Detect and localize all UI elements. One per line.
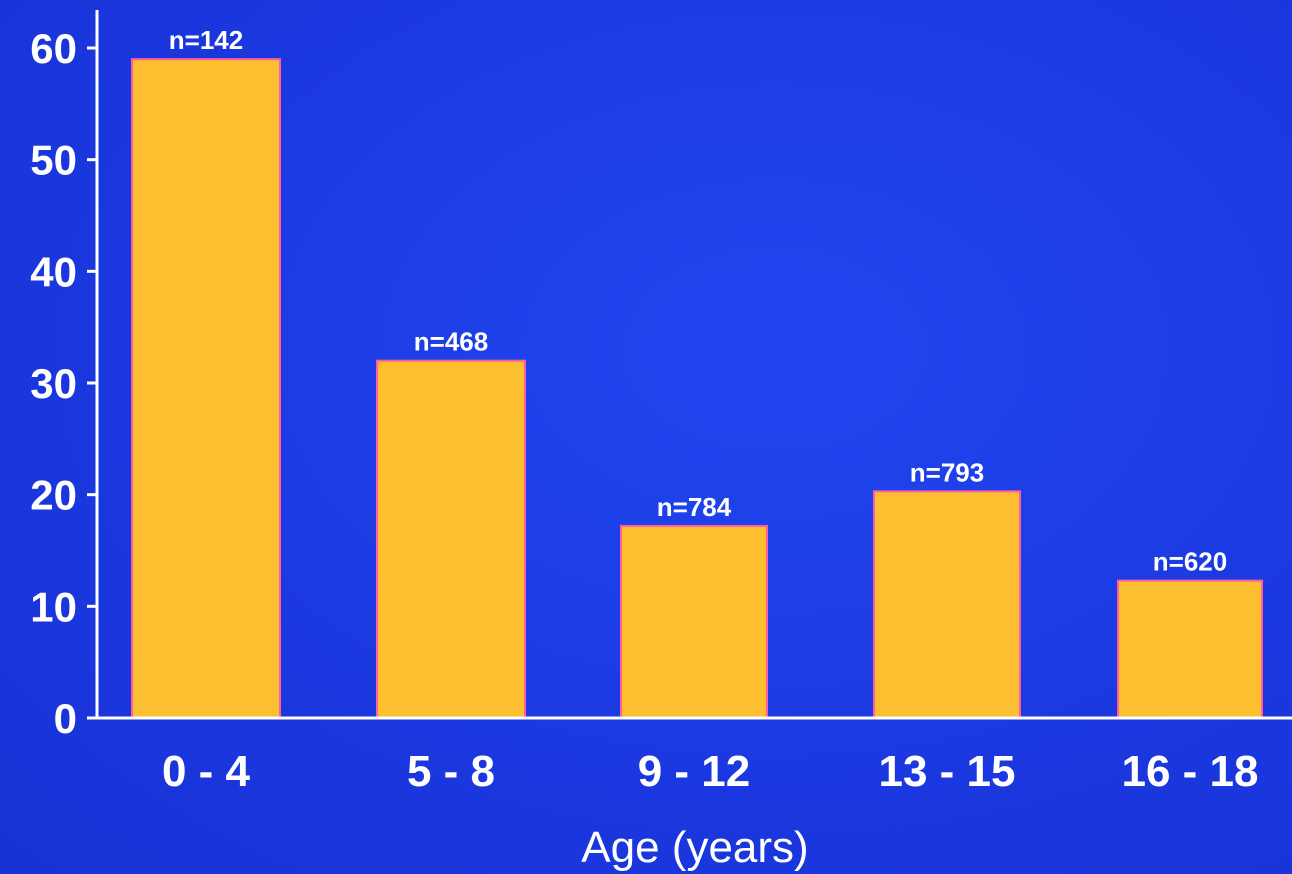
y-tick-label: 10 <box>30 583 77 630</box>
x-tick-label: 5 - 8 <box>407 747 495 796</box>
x-tick-label: 0 - 4 <box>162 747 251 796</box>
bar <box>620 524 768 720</box>
x-tick-label: 16 - 18 <box>1122 747 1259 796</box>
y-tick-label: 50 <box>30 137 77 184</box>
y-tick-label: 30 <box>30 360 77 407</box>
y-tick-label: 0 <box>54 695 77 742</box>
bar <box>376 359 526 719</box>
x-axis: 0 - 4 5 - 8 9 - 12 13 - 15 16 - 18 <box>97 716 1292 796</box>
bar-data-label: n=784 <box>657 492 732 522</box>
x-axis-title: Age (years) <box>581 823 808 872</box>
y-tick-label: 20 <box>30 472 77 519</box>
bar <box>1117 579 1263 720</box>
bar-data-label: n=793 <box>910 457 984 487</box>
bar <box>873 490 1021 720</box>
x-tick-label: 9 - 12 <box>638 747 751 796</box>
x-tick-label: 13 - 15 <box>879 747 1016 796</box>
bar-data-label: n=468 <box>414 327 488 357</box>
bar-data-label: n=142 <box>169 25 243 55</box>
y-tick-label: 40 <box>30 248 77 295</box>
y-axis: 0 10 20 30 40 50 60 <box>30 10 99 742</box>
bars: n=142 n=468 n=784 n=793 n=620 <box>131 25 1263 720</box>
y-tick-label: 60 <box>30 25 77 72</box>
bar-data-label: n=620 <box>1153 547 1227 577</box>
bar <box>131 58 281 719</box>
